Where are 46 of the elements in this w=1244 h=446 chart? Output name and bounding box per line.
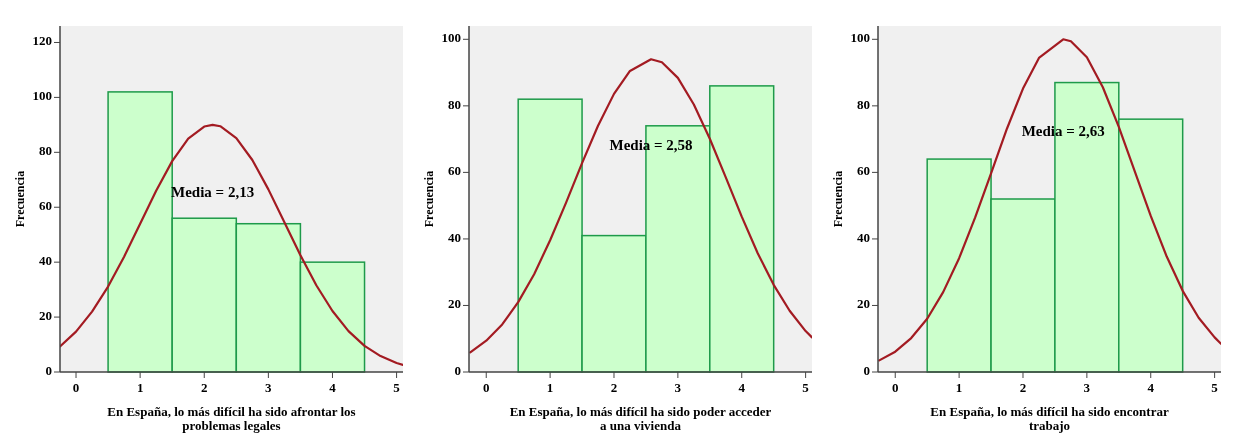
x-tick-label: 0 <box>483 380 490 395</box>
y-tick-label: 20 <box>448 296 461 312</box>
y-tick-label: 80 <box>448 96 461 112</box>
y-tick-label: 120 <box>32 33 52 49</box>
y-tick-label: 60 <box>857 163 870 179</box>
x-tick-label: 0 <box>892 380 899 395</box>
y-tick-label: 0 <box>45 362 52 378</box>
x-tick-label: 3 <box>265 380 273 395</box>
x-axis-title: En España, lo más difícil ha sido afrontar los problemas legales <box>107 404 356 433</box>
x-tick-label: 5 <box>802 380 810 395</box>
x-tick-label: 0 <box>72 380 80 395</box>
line-series <box>878 38 1221 362</box>
x-tick-label: 1 <box>136 380 144 395</box>
x-tick-label: 5 <box>393 380 401 395</box>
x-tick-label: 4 <box>329 380 337 395</box>
y-axis-title: Frecuencia <box>13 170 27 228</box>
x-tick-label: 1 <box>546 380 554 395</box>
y-tick-label: 100 <box>32 88 52 104</box>
y-axis-title: Frecuencia <box>831 170 845 228</box>
x-tick-label: 2 <box>610 380 618 395</box>
x-tick-label: 4 <box>1147 380 1155 395</box>
x-tick-label: 5 <box>1211 380 1219 395</box>
x-tick-label: 1 <box>955 380 963 395</box>
y-tick-label: 80 <box>39 143 52 159</box>
x-tick-label: 2 <box>201 380 208 395</box>
y-tick-label: 40 <box>448 229 461 245</box>
y-tick-label: 60 <box>448 163 461 179</box>
y-tick-label: 40 <box>857 229 870 245</box>
x-axis-title: En España, lo más difícil ha sido poder acceder a una vivienda <box>509 404 772 433</box>
y-axis-title: Frecuencia <box>422 170 436 228</box>
y-tick-label: 0 <box>454 362 461 378</box>
x-axis-title: En España, lo más difícil ha sido encontrar trabajo <box>930 404 1169 433</box>
y-tick-label: 100 <box>441 30 461 46</box>
y-tick-label: 20 <box>39 308 52 324</box>
x-tick-label: 2 <box>1019 380 1027 395</box>
x-tick-label: 3 <box>674 380 682 395</box>
y-tick-label: 80 <box>857 96 870 112</box>
y-tick-label: 60 <box>39 198 52 214</box>
x-tick-label: 4 <box>738 380 746 395</box>
y-tick-label: 100 <box>850 30 870 46</box>
y-tick-label: 40 <box>39 253 52 269</box>
line-series <box>469 58 812 354</box>
line-series <box>60 123 403 366</box>
y-tick-label: 20 <box>857 296 870 312</box>
x-tick-label: 3 <box>1083 380 1091 395</box>
y-tick-label: 0 <box>863 362 870 378</box>
